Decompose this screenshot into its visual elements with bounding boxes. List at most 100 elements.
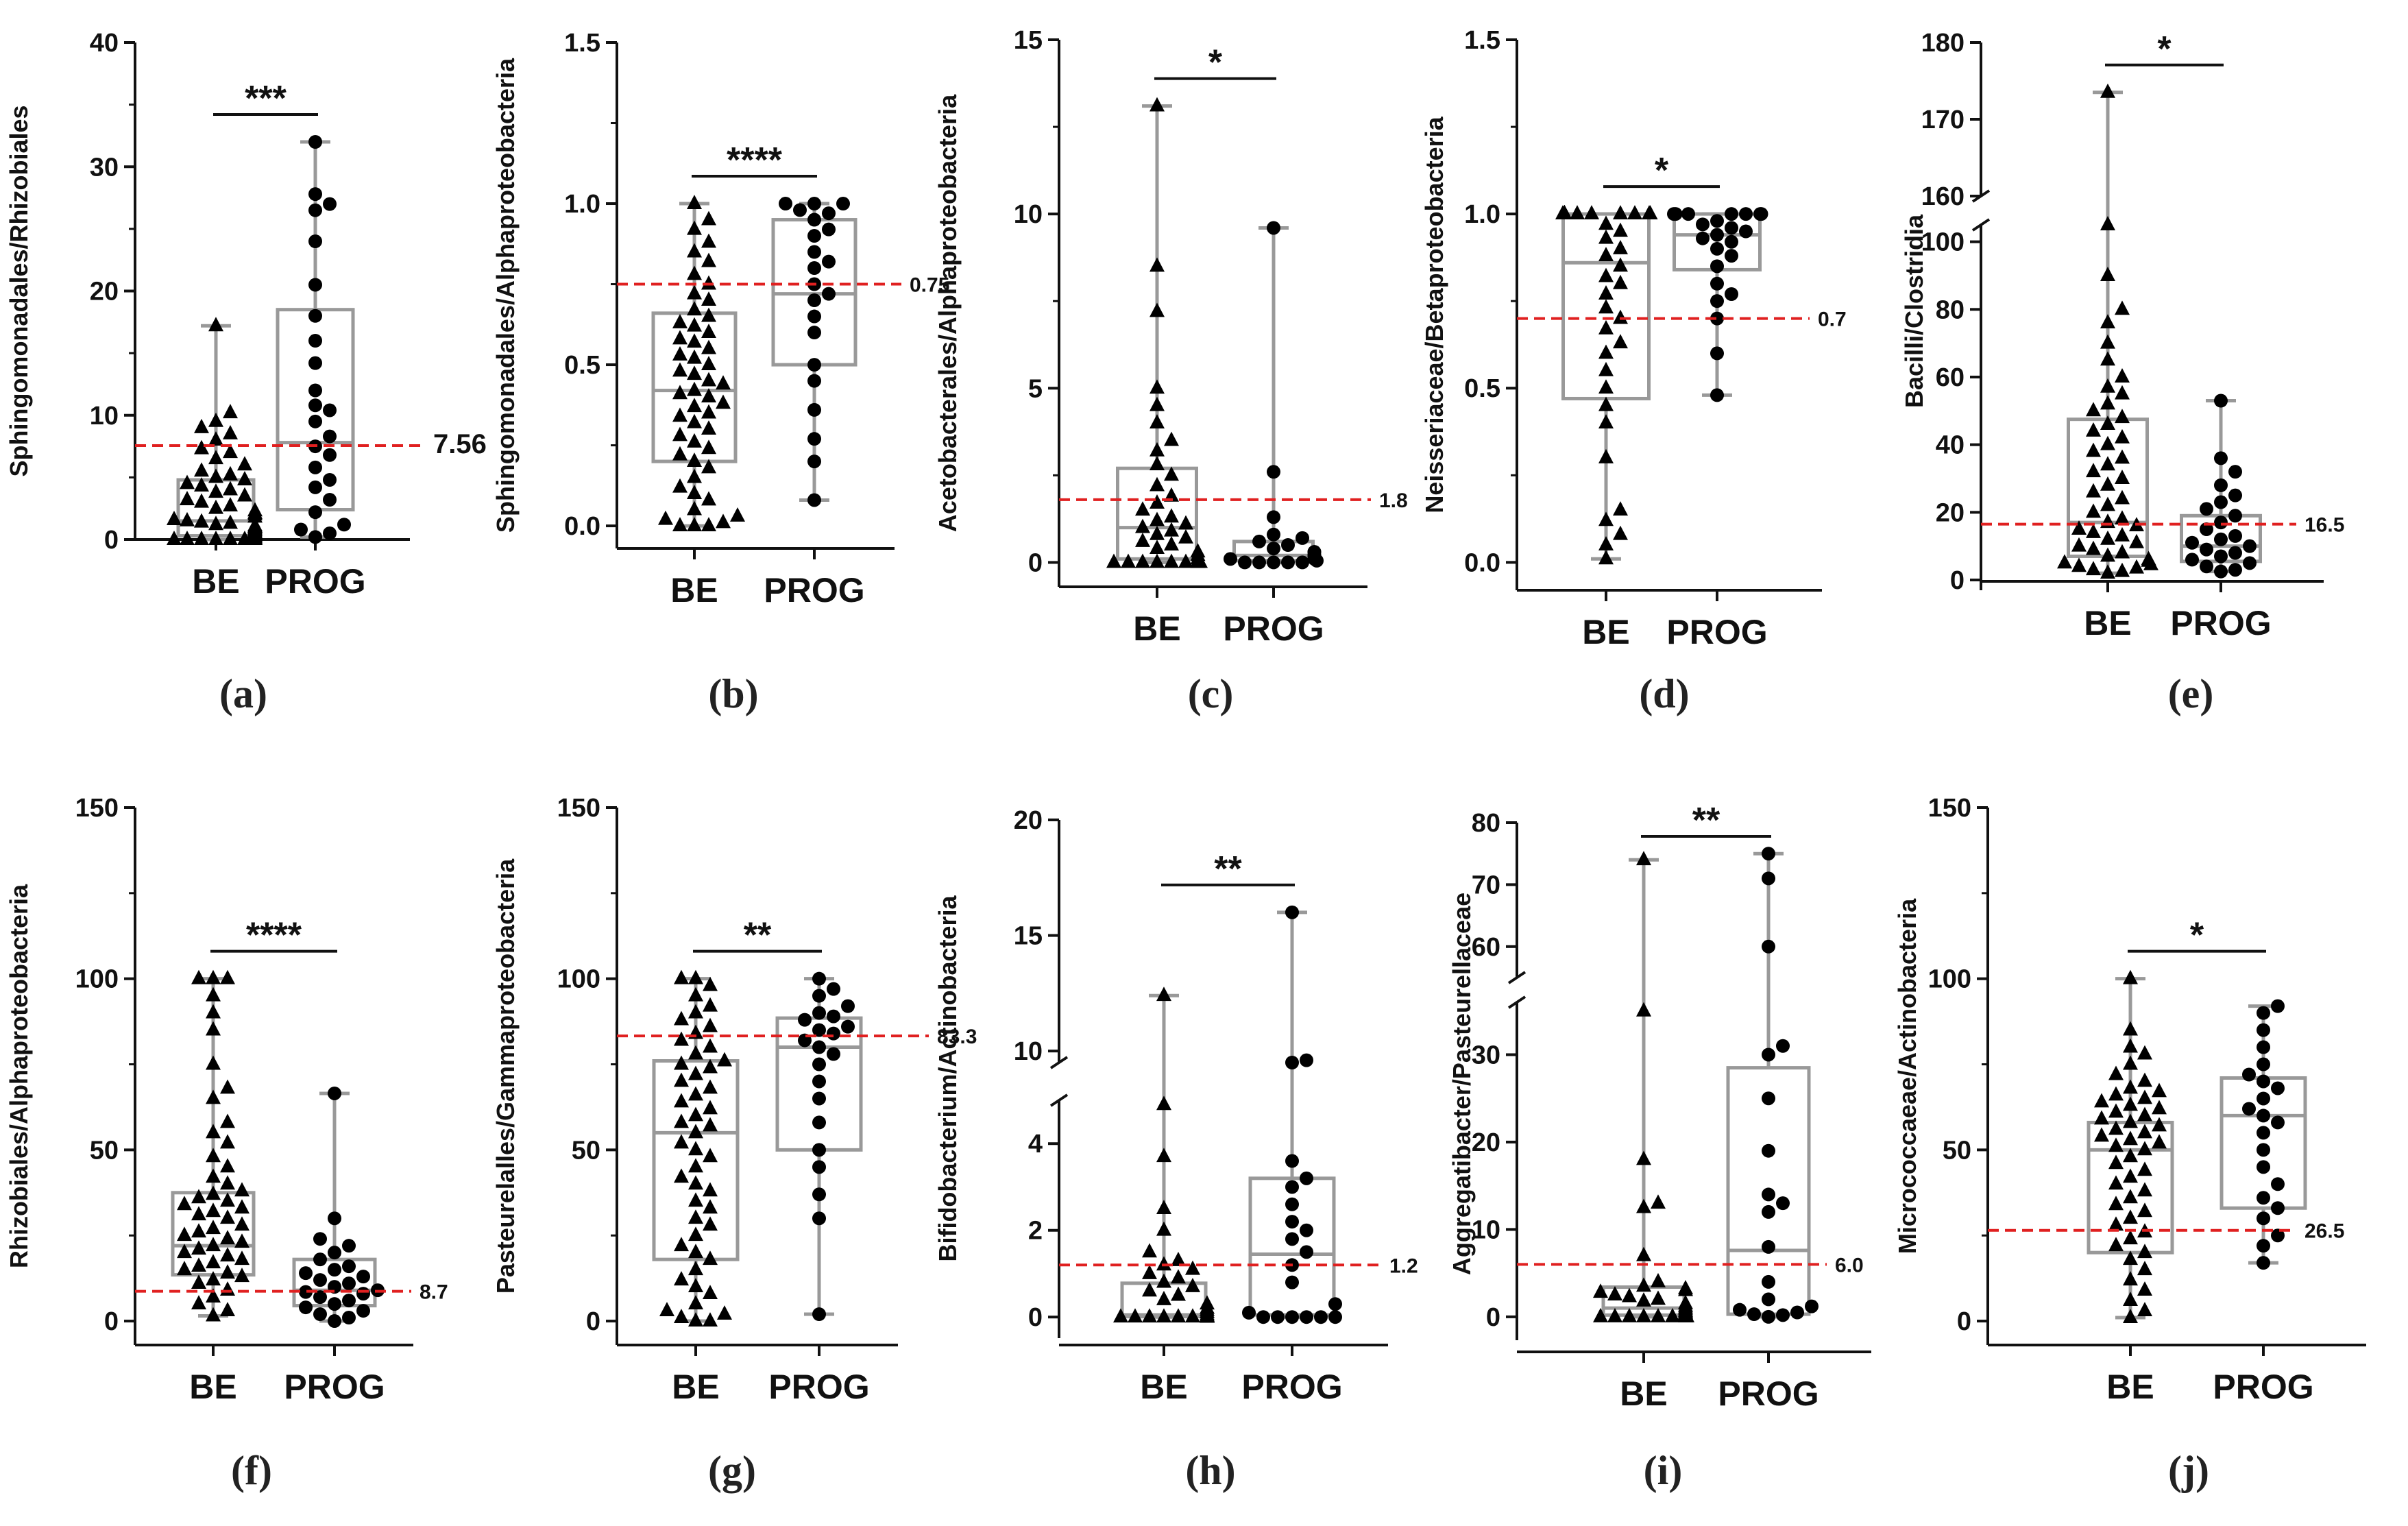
data-point: [206, 1220, 221, 1235]
x-category-label: PROG: [764, 571, 864, 609]
data-point: [658, 510, 673, 525]
data-point: [1150, 441, 1165, 457]
data-point: [1150, 396, 1165, 411]
y-tick-label: 160: [1921, 182, 1965, 211]
data-point: [1242, 1305, 1256, 1320]
x-category-label: PROG: [1666, 613, 1767, 651]
data-point: [2271, 999, 2285, 1013]
data-point: [194, 462, 209, 477]
data-point: [313, 1290, 327, 1305]
data-point: [717, 1052, 732, 1067]
data-point: [688, 1278, 703, 1293]
data-point: [1762, 1292, 1775, 1307]
data-point: [2108, 1154, 2124, 1170]
data-point: [1636, 1150, 1651, 1165]
data-point: [703, 1312, 718, 1327]
data-point: [812, 1115, 826, 1130]
data-point: [659, 1302, 674, 1317]
data-point: [807, 493, 821, 507]
data-point: [701, 420, 716, 435]
data-point: [701, 307, 716, 322]
data-point: [1150, 553, 1165, 568]
y-tick-label: 50: [1943, 1136, 1971, 1165]
data-point: [2100, 547, 2115, 562]
data-point: [687, 365, 702, 380]
data-point: [208, 317, 223, 332]
data-point: [1328, 1297, 1342, 1311]
panel-letter: (a): [219, 671, 267, 716]
data-point: [703, 1079, 718, 1094]
data-point: [206, 1148, 221, 1163]
axis-break-mark: [1049, 1093, 1069, 1107]
data-point: [2123, 1168, 2138, 1183]
data-point: [1776, 1196, 1790, 1211]
data-point: [1681, 207, 1695, 221]
data-point: [1613, 309, 1628, 324]
data-point: [247, 502, 263, 517]
data-point: [2271, 1177, 2285, 1191]
significance-label: **: [1692, 801, 1720, 840]
data-point: [194, 513, 209, 528]
data-point: [328, 1297, 341, 1311]
data-point: [1238, 555, 1252, 570]
data-point: [827, 982, 840, 996]
x-category-label: BE: [1140, 1368, 1187, 1406]
data-point: [688, 1004, 703, 1019]
y-tick-label: 50: [90, 1136, 119, 1165]
data-point: [687, 500, 702, 516]
panel-letter: (b): [708, 671, 758, 716]
data-point: [674, 969, 689, 984]
panel-letter: (h): [1185, 1448, 1235, 1493]
data-point: [1613, 222, 1628, 237]
data-point: [2086, 523, 2101, 538]
data-point: [1150, 476, 1165, 492]
y-axis-title: Sphingomonadales/Alphaproteobacteria: [491, 58, 520, 533]
y-tick-label: 0: [1486, 1303, 1500, 1332]
data-point: [836, 197, 850, 211]
data-point: [2137, 1244, 2152, 1259]
data-point: [1593, 1307, 1608, 1322]
data-point: [1762, 1239, 1775, 1254]
data-point: [2257, 1256, 2270, 1270]
y-tick-label: 40: [90, 29, 119, 58]
data-point: [2214, 516, 2228, 530]
data-point: [1190, 543, 1206, 558]
data-point: [2137, 1202, 2152, 1218]
chart-panel: 0.0 0.5 1.0 1.5 BE PROG Sphingomonadales/Alpha…: [491, 29, 949, 716]
data-point: [2137, 1182, 2152, 1197]
data-point: [2242, 1067, 2256, 1082]
data-point: [234, 1250, 250, 1265]
data-point: [827, 1047, 840, 1061]
data-point: [2100, 314, 2115, 329]
data-point: [328, 1086, 341, 1100]
data-point: [2123, 1113, 2138, 1128]
data-point: [308, 334, 322, 348]
data-point: [807, 432, 821, 446]
data-point: [687, 195, 702, 209]
data-point: [1328, 1310, 1342, 1324]
significance-label: *: [2157, 29, 2172, 69]
data-point: [1150, 257, 1165, 272]
threshold-label: 26.5: [2304, 1220, 2344, 1243]
data-point: [177, 1244, 192, 1259]
y-axis-title: Acetobacterales/Alphaproteobacteria: [934, 94, 962, 532]
data-point: [1710, 294, 1724, 308]
data-point: [1739, 207, 1753, 221]
data-point: [1725, 207, 1738, 221]
data-point: [1762, 1143, 1775, 1158]
y-tick-label: 0: [1028, 548, 1043, 577]
data-point: [2243, 556, 2257, 570]
data-point: [206, 1021, 221, 1036]
data-point: [2086, 483, 2101, 498]
data-point: [1164, 466, 1179, 481]
y-tick-label: 20: [1014, 806, 1043, 835]
data-point: [1613, 257, 1628, 272]
data-point: [191, 1189, 206, 1204]
data-point: [2100, 456, 2115, 471]
data-point: [237, 487, 252, 502]
data-point: [191, 1274, 206, 1289]
data-point: [194, 531, 209, 545]
data-point: [827, 1026, 840, 1041]
data-point: [841, 1019, 855, 1034]
data-point: [703, 1017, 718, 1032]
